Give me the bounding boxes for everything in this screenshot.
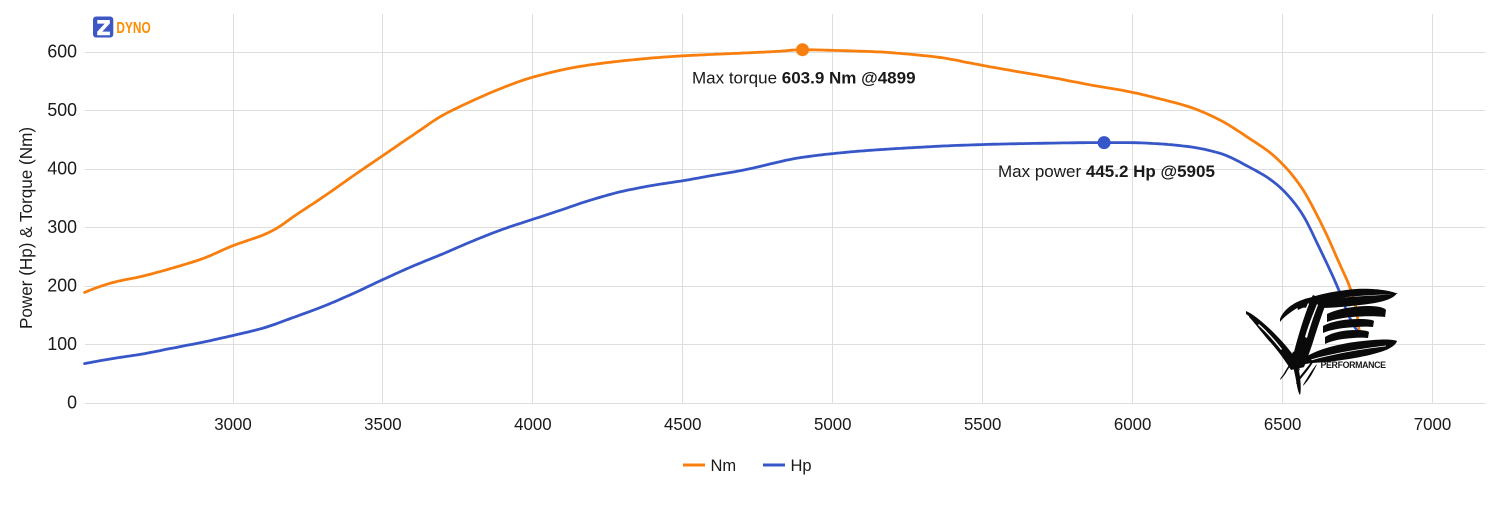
- svg-text:3000: 3000: [214, 414, 252, 434]
- svg-text:Max torque 603.9 Nm @4899: Max torque 603.9 Nm @4899: [692, 69, 916, 88]
- svg-text:Max power 445.2 Hp @5905: Max power 445.2 Hp @5905: [998, 162, 1215, 181]
- svg-text:5500: 5500: [964, 414, 1002, 434]
- svg-text:Hp: Hp: [791, 457, 812, 475]
- svg-text:7000: 7000: [1414, 414, 1452, 434]
- svg-text:400: 400: [47, 158, 77, 178]
- svg-text:5000: 5000: [814, 414, 852, 434]
- svg-text:DYNO: DYNO: [116, 20, 150, 37]
- svg-text:6000: 6000: [1114, 414, 1152, 434]
- svg-text:6500: 6500: [1264, 414, 1302, 434]
- svg-text:4000: 4000: [514, 414, 552, 434]
- svg-text:600: 600: [47, 41, 77, 61]
- svg-text:4500: 4500: [664, 414, 702, 434]
- svg-text:Nm: Nm: [711, 457, 737, 475]
- svg-text:200: 200: [47, 275, 77, 295]
- svg-text:0: 0: [67, 392, 77, 412]
- svg-text:100: 100: [47, 334, 77, 354]
- svg-text:300: 300: [47, 217, 77, 237]
- svg-text:500: 500: [47, 100, 77, 120]
- svg-text:PERFORMANCE: PERFORMANCE: [1321, 360, 1387, 370]
- svg-text:Power (Hp) & Torque (Nm): Power (Hp) & Torque (Nm): [17, 127, 36, 329]
- svg-text:3500: 3500: [364, 414, 402, 434]
